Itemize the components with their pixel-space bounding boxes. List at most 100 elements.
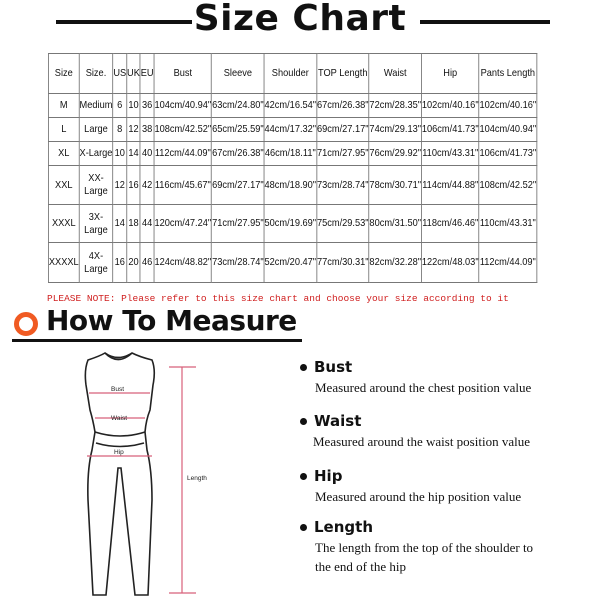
table-cell: 12 — [126, 117, 141, 142]
table-cell: 42cm/16.54" — [263, 93, 317, 118]
table-cell: 3X- Large — [78, 204, 114, 243]
measure-item-hip: Hip Measured around the hip position val… — [300, 467, 600, 506]
circle-icon — [14, 312, 38, 336]
page-title: Size Chart — [193, 0, 407, 39]
table-cell: L — [48, 117, 80, 142]
table-cell: 80cm/31.50" — [368, 204, 422, 243]
hip-label: Hip — [114, 449, 124, 456]
table-cell: 72cm/28.35" — [368, 93, 422, 118]
table-row: XXL XX- Large 12 16 42 116cm/45.67" 69cm/27.17"… — [48, 165, 538, 205]
table-cell: 122cm/48.03" — [421, 242, 480, 283]
table-cell: 71cm/27.95" — [316, 141, 370, 166]
measure-item-length: Length The length from the top of the sh… — [300, 518, 550, 576]
column-header: Size. — [78, 53, 114, 94]
table-cell: XXXL — [48, 204, 80, 243]
table-cell: 75cm/29.53" — [316, 204, 370, 243]
measure-item-waist: Waist Measured around the waist position… — [300, 412, 600, 451]
table-cell: XL — [48, 141, 80, 166]
length-label: Length — [187, 475, 207, 482]
table-cell: 18 — [126, 204, 141, 243]
table-cell: 124cm/48.82" — [153, 242, 213, 283]
table-cell: 108cm/42.52" — [478, 165, 538, 205]
table-cell: 6 — [112, 93, 128, 118]
table-cell: 36 — [139, 93, 155, 118]
title-rule-left — [56, 20, 192, 24]
table-row: XL X-Large 10 14 40 112cm/44.09" 67cm/26.38" 46… — [48, 141, 538, 166]
column-header: Pants Length — [478, 53, 538, 94]
table-cell: Large — [78, 117, 114, 142]
column-header: TOP Length — [316, 53, 370, 94]
table-cell: 106cm/41.73" — [478, 141, 538, 166]
table-cell: 67cm/26.38" — [211, 141, 265, 166]
table-cell: 16 — [126, 165, 141, 205]
jumpsuit-outline — [84, 352, 156, 596]
table-cell: 104cm/40.94" — [478, 117, 538, 142]
table-cell: 50cm/19.69" — [263, 204, 317, 243]
size-note: PLEASE NOTE: Please refer to this size c… — [47, 293, 509, 304]
table-cell: 65cm/25.59" — [211, 117, 265, 142]
table-cell: 8 — [112, 117, 128, 142]
title-rule-right — [420, 20, 550, 24]
measurement-figure: Bust Waist Hip Length — [84, 352, 207, 596]
table-cell: XX- Large — [78, 165, 114, 205]
table-cell: 76cm/29.92" — [368, 141, 422, 166]
table-cell: Medium — [78, 93, 114, 118]
table-header-row: Size Size. US UK EU Bust Sleeve Shoulder TOP Len… — [48, 53, 538, 94]
table-cell: 44 — [139, 204, 155, 243]
column-header: Size — [48, 53, 80, 94]
waist-label: Waist — [111, 415, 127, 422]
table-row: L Large 8 12 38 108cm/42.52" 65cm/25.59" 44cm/1… — [48, 117, 538, 142]
table-row: XXXXL 4X- Large 16 20 46 124cm/48.82" 73cm/28.7… — [48, 242, 538, 283]
table-row: XXXL 3X- Large 14 18 44 120cm/47.24" 71cm/27.95… — [48, 204, 538, 243]
table-cell: 69cm/27.17" — [211, 165, 265, 205]
column-header: Bust — [153, 53, 213, 94]
table-cell: 16 — [112, 242, 128, 283]
table-cell: 38 — [139, 117, 155, 142]
table-row: M Medium 6 10 36 104cm/40.94" 63cm/24.80" 42cm/… — [48, 93, 538, 118]
table-cell: 4X- Large — [78, 242, 114, 283]
table-cell: 12 — [112, 165, 128, 205]
table-cell: 10 — [112, 141, 128, 166]
table-cell: 44cm/17.32" — [263, 117, 317, 142]
table-cell: 116cm/45.67" — [153, 165, 213, 205]
table-cell: 118cm/46.46" — [421, 204, 480, 243]
table-cell: M — [48, 93, 80, 118]
table-cell: 102cm/40.16" — [421, 93, 480, 118]
column-header: Hip — [421, 53, 480, 94]
table-cell: 110cm/43.31" — [478, 204, 538, 243]
table-cell: X-Large — [78, 141, 114, 166]
bust-label: Bust — [111, 386, 124, 393]
table-cell: 67cm/26.38" — [316, 93, 370, 118]
table-cell: 110cm/43.31" — [421, 141, 480, 166]
table-cell: XXXXL — [48, 242, 80, 283]
table-cell: 78cm/30.71" — [368, 165, 422, 205]
table-cell: 73cm/28.74" — [211, 242, 265, 283]
size-chart-table: Size Size. US UK EU Bust Sleeve Shoulder TOP Len… — [48, 53, 538, 283]
table-cell: 42 — [139, 165, 155, 205]
how-to-measure-title: How To Measure — [46, 304, 297, 337]
table-cell: 74cm/29.13" — [368, 117, 422, 142]
table-cell: 102cm/40.16" — [478, 93, 538, 118]
table-cell: 10 — [126, 93, 141, 118]
table-cell: 82cm/32.28" — [368, 242, 422, 283]
table-cell: 46cm/18.11" — [263, 141, 317, 166]
column-header: Waist — [368, 53, 422, 94]
table-cell: 14 — [126, 141, 141, 166]
column-header: Shoulder — [263, 53, 317, 94]
table-cell: 40 — [139, 141, 155, 166]
section-rule — [12, 339, 302, 342]
table-cell: 108cm/42.52" — [153, 117, 213, 142]
table-cell: 46 — [139, 242, 155, 283]
column-header: Sleeve — [211, 53, 265, 94]
table-cell: 112cm/44.09" — [153, 141, 213, 166]
column-header: UK — [126, 53, 141, 94]
table-cell: 112cm/44.09" — [478, 242, 538, 283]
table-cell: 106cm/41.73" — [421, 117, 480, 142]
column-header: US — [112, 53, 128, 94]
measure-lines — [87, 366, 196, 594]
table-cell: 52cm/20.47" — [263, 242, 317, 283]
table-cell: 114cm/44.88" — [421, 165, 480, 205]
column-header: EU — [139, 53, 155, 94]
table-cell: 77cm/30.31" — [316, 242, 370, 283]
table-cell: 71cm/27.95" — [211, 204, 265, 243]
